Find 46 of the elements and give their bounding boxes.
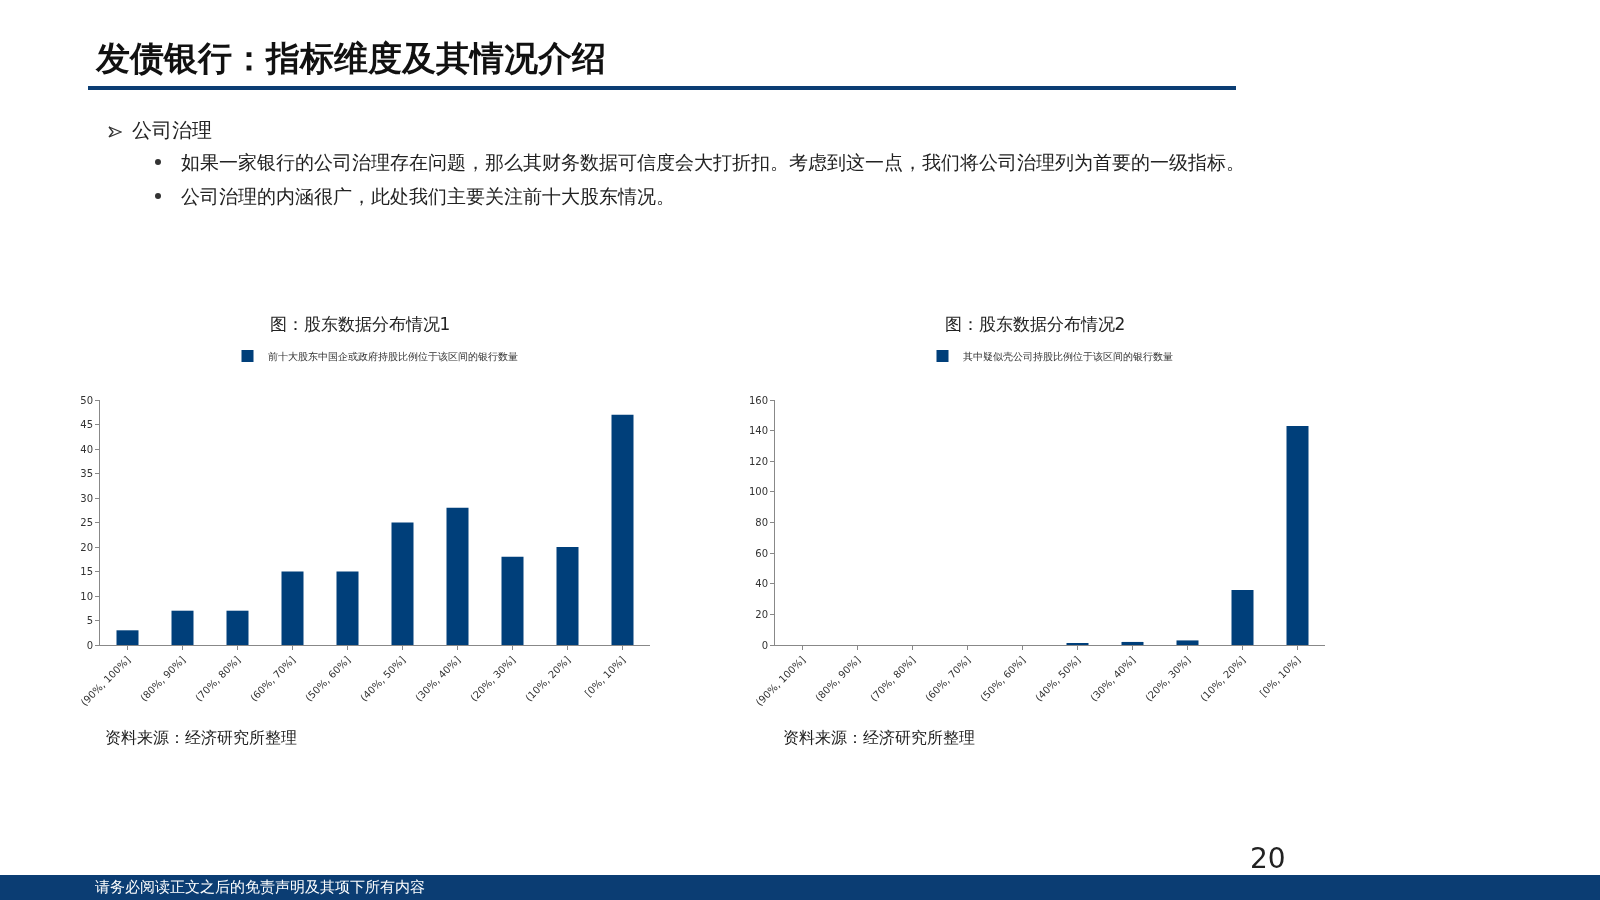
legend-label: 其中疑似壳公司持股比例位于该区间的银行数量 <box>962 351 1173 362</box>
text: 公司治理的内涵很广，此处我们主要关注前十大股东情况。 <box>180 184 675 209</box>
bar <box>281 571 304 645</box>
y-tick-label: 60 <box>755 547 768 559</box>
chart-title: 图：股东数据分布情况2 <box>944 313 1126 334</box>
bar <box>171 610 194 645</box>
bar <box>1121 641 1144 645</box>
bar <box>446 507 469 645</box>
y-tick-label: 160 <box>748 394 768 406</box>
text: 请务必阅读正文之后的免责声明及其项下所有内容 <box>95 878 425 897</box>
y-tick-label: 50 <box>80 394 93 406</box>
y-tick-label: 120 <box>748 455 768 467</box>
y-tick-label: 45 <box>80 419 93 430</box>
y-tick-label: 20 <box>755 608 768 620</box>
bar <box>556 547 579 645</box>
bar <box>391 522 414 645</box>
y-tick-label: 15 <box>80 566 93 577</box>
text: 20 <box>1250 842 1286 875</box>
bar <box>1176 640 1199 645</box>
y-tick-label: 5 <box>86 615 93 626</box>
legend-label: 前十大股东中国企或政府持股比例位于该区间的银行数量 <box>267 351 518 362</box>
y-tick-label: 10 <box>80 590 93 602</box>
y-tick-label: 30 <box>80 492 93 504</box>
y-tick-label: 25 <box>80 517 93 528</box>
bar <box>226 610 249 645</box>
y-tick-label: 0 <box>86 639 93 651</box>
y-tick-label: 100 <box>748 486 768 498</box>
y-tick-label: 80 <box>755 517 768 528</box>
text: 发债银行：指标维度及其情况介绍 <box>96 37 606 80</box>
text: 资料来源：经济研究所整理 <box>783 728 975 749</box>
bar <box>501 556 524 645</box>
y-tick-label: 40 <box>755 578 768 590</box>
bar <box>611 414 634 645</box>
bar <box>116 630 139 645</box>
text: 如果一家银行的公司治理存在问题，那么其财务数据可信度会大打折扣。考虑到这一点，我们将公司治理列为首要的一级指标。 <box>180 150 1245 175</box>
y-tick-label: 140 <box>748 425 768 437</box>
chart-title: 图：股东数据分布情况1 <box>269 313 451 334</box>
y-tick-label: 40 <box>80 443 93 455</box>
bar <box>336 571 359 645</box>
y-tick-label: 35 <box>80 468 93 479</box>
y-tick-label: 20 <box>80 541 93 553</box>
bar <box>1286 426 1309 645</box>
text: 公司治理 <box>131 117 212 144</box>
text: 资料来源：经济研究所整理 <box>105 728 297 749</box>
y-tick-label: 0 <box>761 639 768 651</box>
bar <box>1231 589 1254 645</box>
